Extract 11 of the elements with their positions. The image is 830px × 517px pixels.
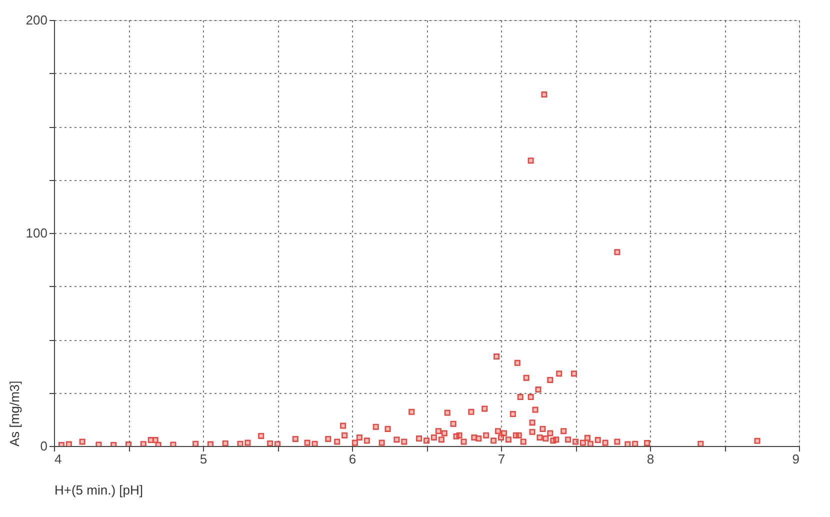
x-tick-label: 8	[646, 452, 654, 466]
x-tick-label: 5	[200, 452, 208, 466]
y-axis-title: As [mg/m3]	[6, 380, 22, 446]
y-tick-label: 100	[26, 226, 48, 240]
x-tick-label: 6	[348, 452, 356, 466]
x-axis-title: H+(5 min.) [pH]	[54, 482, 143, 498]
y-tick-label: 0	[40, 438, 48, 454]
x-tick-label: 7	[498, 452, 506, 466]
y-tick-label: 200	[26, 12, 48, 28]
x-tick-label: 9	[792, 452, 800, 466]
x-tick-label: 4	[54, 452, 62, 466]
